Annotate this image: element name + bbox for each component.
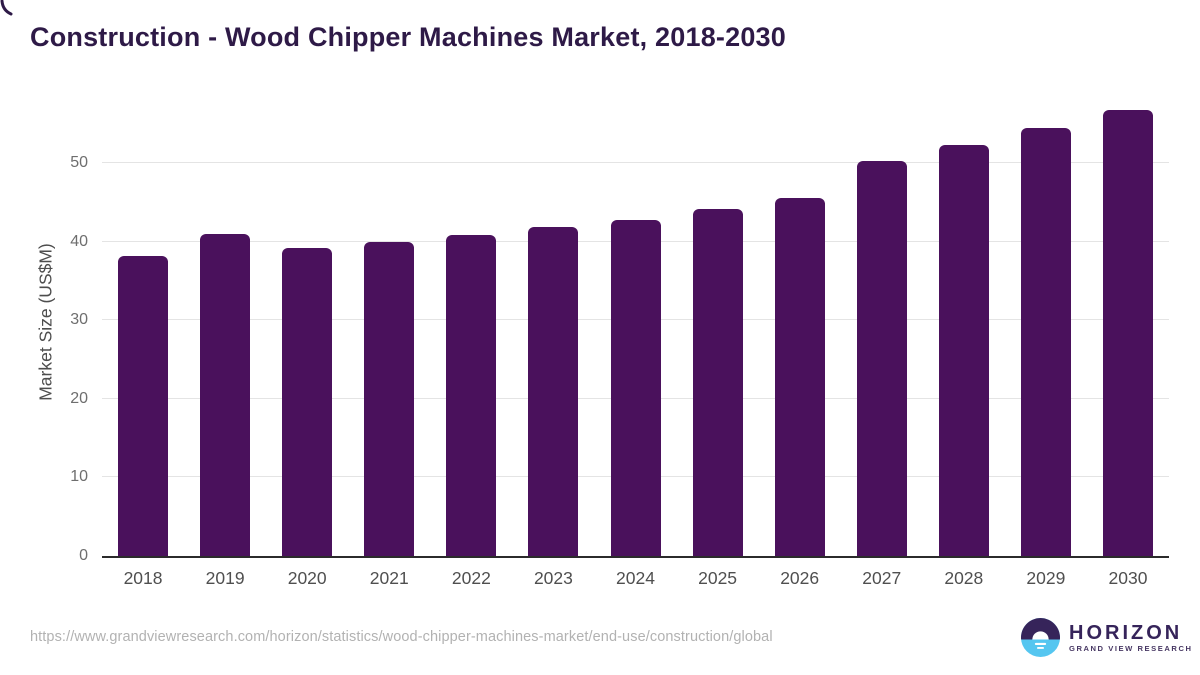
bar-slot	[512, 100, 594, 556]
bar-slot	[677, 100, 759, 556]
y-tick-label: 50	[70, 153, 88, 171]
bar-slot	[594, 100, 676, 556]
x-tick-label: 2021	[369, 568, 409, 588]
x-tick-label: 2020	[287, 568, 327, 588]
bar[interactable]	[200, 233, 251, 556]
bar-slot	[1087, 100, 1169, 556]
bar[interactable]	[528, 227, 579, 556]
bar[interactable]	[1020, 128, 1071, 556]
source-url: https://www.grandviewresearch.com/horizo…	[30, 629, 773, 645]
x-tick-label: 2022	[451, 568, 491, 588]
corner-mark-icon	[0, 0, 13, 16]
bar[interactable]	[692, 208, 743, 556]
y-tick-label: 0	[79, 547, 88, 564]
bar[interactable]	[282, 247, 333, 556]
y-tick-label: 10	[70, 468, 88, 486]
bar-slot	[348, 100, 430, 556]
x-tick-label: 2024	[616, 568, 655, 588]
bars	[102, 100, 1169, 556]
bar-slot	[430, 100, 512, 556]
x-tick-label: 2030	[1108, 568, 1148, 588]
x-tick-label: 2028	[944, 568, 984, 588]
logo-subtitle: GRAND VIEW RESEARCH	[1069, 643, 1193, 653]
chart-title: Construction - Wood Chipper Machines Mar…	[30, 22, 786, 52]
x-axis-ticks: 2018 2019 2020 2021 2022 2023 2024 2025 2026 2027…	[102, 568, 1169, 589]
bar-slot	[923, 100, 1005, 556]
x-tick-label: 2027	[862, 568, 902, 588]
logo-title: HORIZON	[1069, 621, 1183, 644]
x-tick-label: 2018	[123, 568, 163, 588]
x-tick-label: 2019	[205, 568, 245, 588]
bar-slot	[841, 100, 923, 556]
bar[interactable]	[856, 161, 907, 556]
bar[interactable]	[364, 241, 415, 556]
y-tick-label: 20	[70, 389, 88, 407]
bar[interactable]	[610, 219, 661, 556]
bar-slot	[102, 100, 184, 556]
horizon-logo[interactable]: HORIZON GRAND VIEW RESEARCH	[1021, 618, 1193, 657]
bar[interactable]	[938, 144, 989, 556]
bar[interactable]	[446, 235, 497, 556]
bar-slot	[266, 100, 348, 556]
bar[interactable]	[1102, 110, 1153, 556]
bar[interactable]	[118, 256, 169, 556]
plot-area: 0 10 20 30 40 50	[70, 100, 1169, 564]
bar[interactable]	[774, 197, 825, 556]
bar-slot	[1005, 100, 1087, 556]
y-tick-label: 30	[70, 311, 88, 329]
gridline	[102, 161, 1169, 163]
x-tick-label: 2029	[1026, 568, 1066, 588]
x-tick-label: 2023	[533, 568, 573, 588]
bar-slot	[184, 100, 266, 556]
horizon-logo-icon	[1021, 618, 1060, 657]
bar-slot	[759, 100, 841, 556]
logo-text: HORIZON GRAND VIEW RESEARCH	[1069, 622, 1193, 654]
x-tick-label: 2026	[780, 568, 820, 588]
x-tick-label: 2025	[698, 568, 738, 588]
y-tick-label: 40	[70, 232, 88, 250]
